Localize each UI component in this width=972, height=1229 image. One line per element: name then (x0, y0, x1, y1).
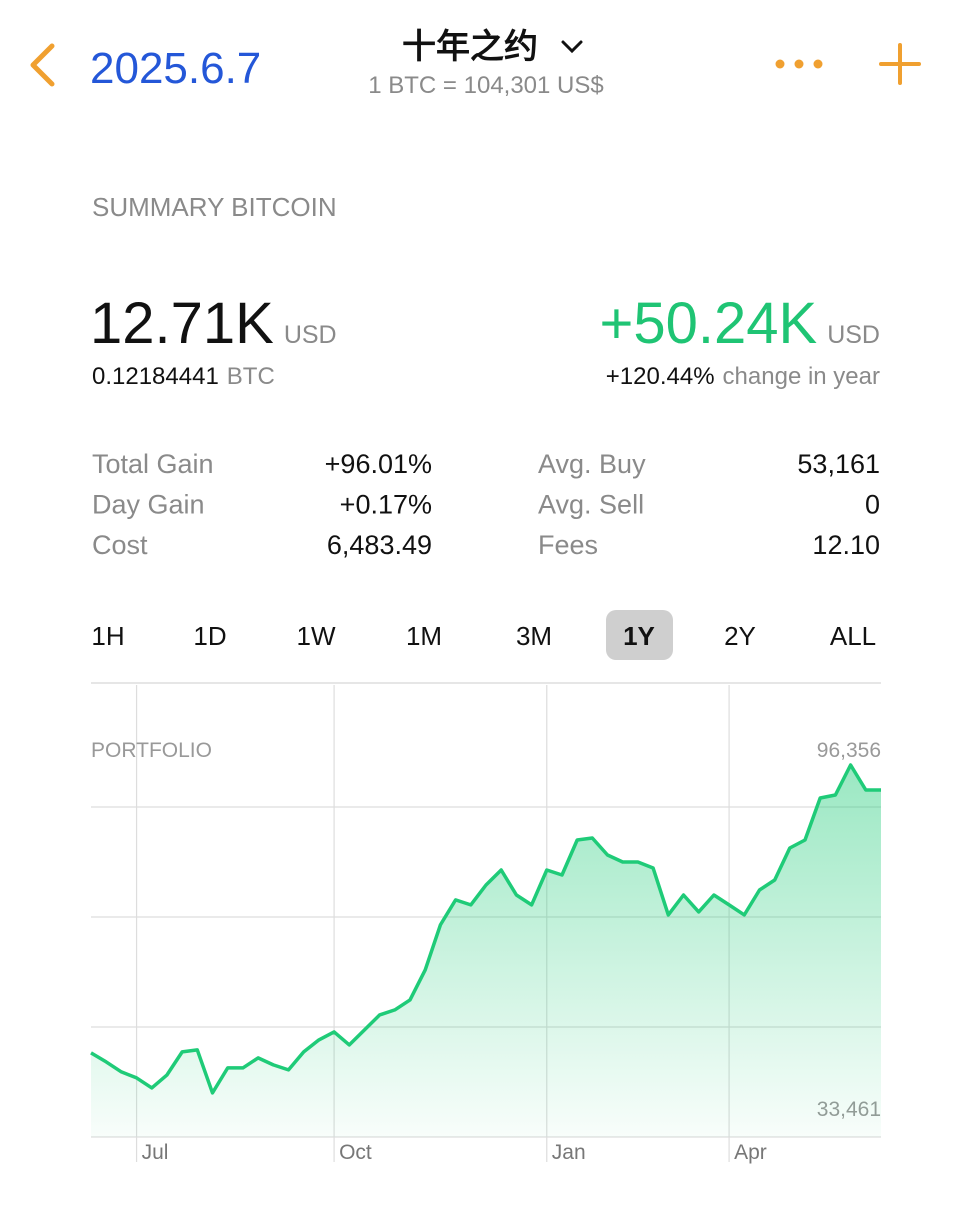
range-button[interactable]: 1W (297, 621, 336, 651)
stat-label: Fees (538, 530, 598, 560)
stat-value: 6,483.49 (327, 530, 432, 560)
stat-value: 0 (865, 490, 880, 520)
dropdown-chevron[interactable] (561, 40, 583, 54)
date[interactable]: 2025.6.7 (90, 44, 261, 93)
range-button[interactable]: 3M (516, 621, 552, 651)
value: 12.71K USD (90, 291, 337, 356)
x-tick-label: Oct (339, 1141, 372, 1164)
range-button[interactable]: 1D (193, 621, 226, 651)
change: +50.24K USD (600, 291, 881, 356)
stat-label: Avg. Sell (538, 490, 644, 520)
back-button[interactable] (30, 43, 55, 87)
summary-heading: SUMMARY BITCOIN (92, 192, 337, 222)
range-button[interactable]: 1Y (623, 621, 655, 651)
stat-label: Day Gain (92, 490, 205, 520)
stat-value: +0.17% (340, 490, 432, 520)
x-tick-label: Jul (142, 1141, 169, 1164)
stat-value: 53,161 (797, 449, 880, 479)
range-button[interactable]: 2Y (724, 621, 756, 651)
chart-title: PORTFOLIO (91, 739, 212, 762)
range-selected-bg (606, 610, 673, 660)
change-pct: +120.44% change in year (606, 363, 880, 390)
title[interactable]: 十年之约 (402, 28, 538, 66)
stat-label: Total Gain (92, 449, 214, 479)
stat-label: Avg. Buy (538, 449, 646, 479)
line (90, 763, 881, 1095)
subtitle: 1 BTC = 104,301 US$ (368, 72, 603, 99)
max-label: 96,356 (817, 739, 881, 762)
btc-amount: 0.12184441 BTC (92, 363, 275, 390)
range-button[interactable]: 1M (406, 621, 442, 651)
x-tick-label: Jan (552, 1141, 586, 1164)
add-button[interactable] (879, 43, 921, 85)
range-button[interactable]: 1H (91, 621, 124, 651)
stat-value: 12.10 (812, 530, 880, 560)
stat-label: Cost (92, 530, 148, 560)
more-button[interactable] (775, 59, 823, 69)
x-tick-label: Apr (734, 1141, 767, 1164)
area (91, 765, 881, 1137)
stat-value: +96.01% (325, 449, 432, 479)
range-button[interactable]: ALL (830, 621, 876, 651)
